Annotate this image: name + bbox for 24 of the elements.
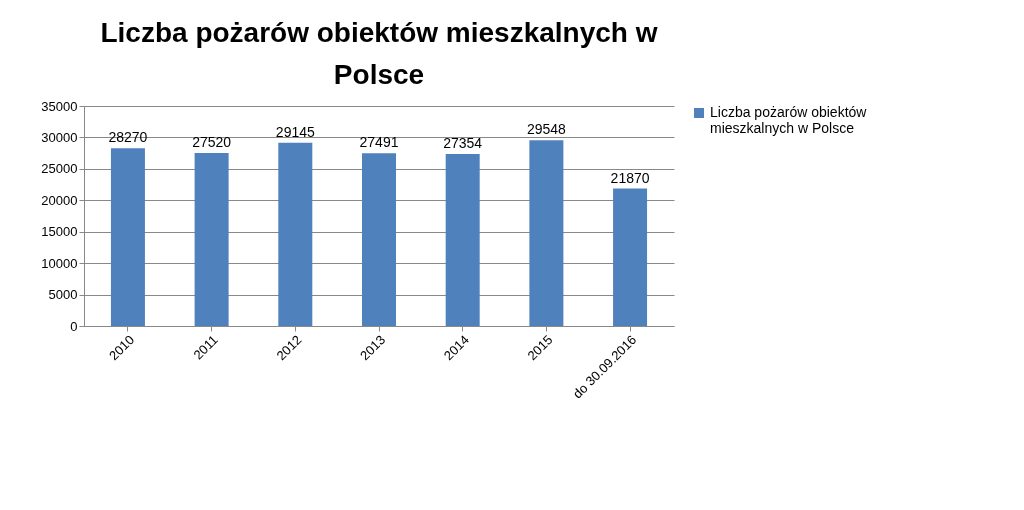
y-tick-label: 20000 bbox=[41, 192, 78, 208]
data-label: 29145 bbox=[275, 123, 315, 140]
y-tick-label: 5000 bbox=[48, 287, 78, 303]
y-tick-label: 25000 bbox=[41, 161, 78, 177]
bar bbox=[445, 154, 480, 326]
bar bbox=[194, 153, 229, 326]
bar bbox=[278, 142, 313, 326]
chart-title: Liczba pożarów obiektów mieszkalnych w Polsce bbox=[100, 17, 658, 90]
y-tick-label: 10000 bbox=[41, 255, 78, 271]
data-label: 28270 bbox=[108, 129, 148, 146]
data-label: 27354 bbox=[443, 135, 483, 152]
y-tick-label: 15000 bbox=[41, 224, 78, 240]
data-label: 27520 bbox=[192, 134, 232, 151]
bar bbox=[362, 153, 396, 326]
bar bbox=[529, 140, 564, 326]
data-label: 21870 bbox=[610, 169, 650, 186]
legend-label: Liczba pożarów obiektów mieszkalnych w Polsce bbox=[710, 104, 868, 136]
data-label: 29548 bbox=[526, 121, 567, 138]
data-label: 27491 bbox=[359, 134, 399, 151]
y-tick-label: 0 bbox=[70, 318, 78, 334]
bar bbox=[613, 188, 648, 326]
bar bbox=[110, 148, 145, 326]
y-tick-label: 35000 bbox=[41, 98, 78, 114]
y-tick-label: 30000 bbox=[41, 129, 78, 145]
